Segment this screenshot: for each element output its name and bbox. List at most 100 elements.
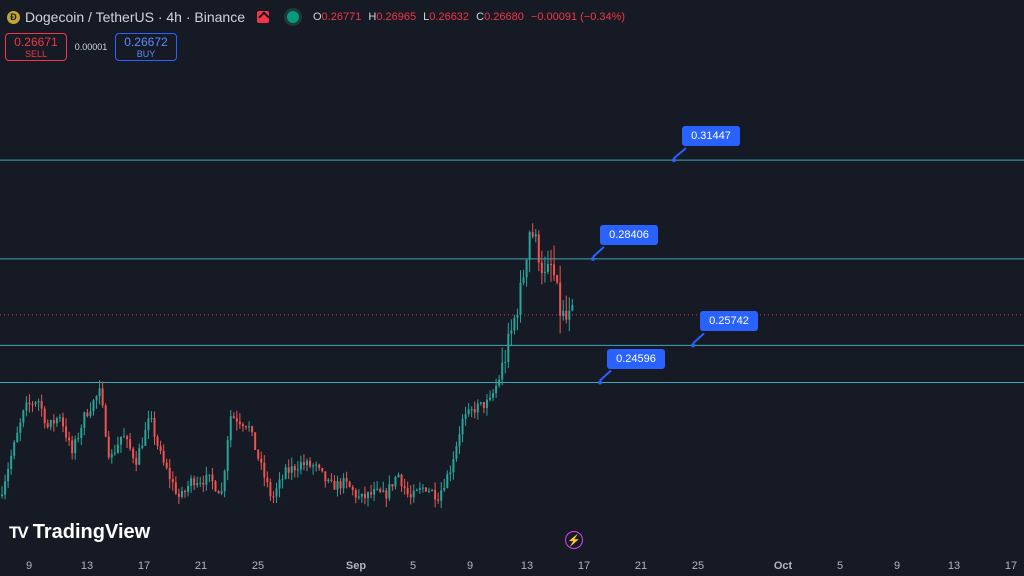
candle-body: [74, 439, 77, 454]
candle-body: [168, 467, 171, 480]
candle-body: [199, 482, 202, 484]
candle-body: [546, 264, 549, 272]
level-callout-pointer: [599, 369, 612, 382]
price-change: −0.00091 (−0.34%): [530, 11, 626, 23]
sell-button[interactable]: 0.26671 SELL: [5, 33, 67, 61]
candle-body: [147, 418, 150, 430]
candle-body: [89, 411, 92, 417]
candle-body: [238, 421, 241, 425]
candle-body: [257, 449, 260, 459]
candle-body: [357, 496, 360, 498]
candle-body: [306, 460, 308, 466]
candle-body: [62, 417, 64, 427]
candle-body: [345, 478, 348, 482]
candle-body: [373, 489, 376, 495]
candle-body: [19, 422, 22, 433]
candle-body: [446, 474, 449, 489]
candle-body: [141, 445, 144, 449]
candle-body: [431, 489, 434, 491]
candle-body: [241, 424, 244, 427]
candle-body: [16, 432, 19, 443]
candle-body: [153, 418, 156, 437]
candle-body: [98, 388, 101, 397]
candle-body: [254, 432, 257, 450]
candle-body: [214, 481, 217, 492]
x-axis-tick-label: 25: [251, 560, 265, 572]
x-axis-tick-label: 13: [80, 560, 94, 572]
candle-body: [473, 409, 476, 413]
candle-body: [479, 402, 482, 404]
ohlc-readout: O0.26771 H0.26965 L0.26632 C0.26680 −0.0…: [312, 11, 626, 23]
candle-body: [284, 467, 287, 479]
lightning-icon[interactable]: ⚡: [565, 531, 583, 549]
candle-body: [485, 399, 488, 408]
level-anchor-dot: [598, 380, 602, 385]
candle-body: [86, 412, 89, 417]
candle-body: [28, 402, 31, 405]
candle-body: [10, 455, 13, 470]
candle-body: [293, 466, 296, 471]
x-axis-tick-label: 25: [691, 560, 705, 572]
candle-body: [397, 474, 400, 478]
candle-body: [77, 437, 80, 440]
candle-body: [330, 479, 333, 481]
candle-body: [440, 490, 443, 501]
brand-name: TradingView: [32, 521, 151, 543]
candle-body: [376, 488, 379, 490]
x-axis-tick-label: 17: [577, 560, 591, 572]
candle-body: [540, 262, 543, 274]
spread-value: 0.00001: [74, 42, 108, 52]
candle-body: [31, 404, 34, 406]
candle-body: [568, 310, 571, 320]
candle-body: [367, 492, 369, 499]
symbol-title[interactable]: Dogecoin / TetherUS · 4h · Binance: [25, 9, 245, 25]
candle-body: [22, 410, 25, 423]
level-callout-pointer: [592, 246, 605, 258]
level-price-label[interactable]: 0.31447: [682, 126, 740, 147]
candle-body: [95, 396, 98, 401]
candle-body: [272, 496, 275, 498]
candle-body: [482, 402, 485, 408]
level-price-label[interactable]: 0.28406: [600, 224, 658, 245]
candle-body: [382, 490, 385, 492]
candle-body: [428, 490, 430, 492]
level-price-label[interactable]: 0.24596: [607, 348, 665, 369]
candle-body: [360, 493, 363, 497]
candle-body: [138, 448, 141, 465]
candle-body: [104, 405, 107, 437]
candle-body: [37, 401, 40, 403]
candle-body: [379, 488, 382, 492]
candle-body: [171, 479, 174, 483]
candle-body: [290, 466, 293, 473]
level-anchor-dot: [591, 256, 595, 261]
candle-body: [513, 317, 516, 331]
candle-body: [342, 478, 345, 489]
x-axis-tick-label: 5: [836, 560, 844, 572]
x-axis-tick-label: 9: [466, 560, 474, 572]
candle-body: [4, 481, 7, 495]
buy-button[interactable]: 0.26672 BUY: [115, 33, 177, 61]
candle-body: [248, 426, 251, 428]
candle-body: [287, 467, 290, 473]
level-anchor-dot: [672, 158, 676, 163]
candle-body: [476, 403, 479, 413]
trend-icon[interactable]: [256, 11, 269, 23]
candle-body: [348, 481, 351, 488]
candle-body: [187, 485, 190, 492]
candle-body: [71, 440, 74, 454]
candle-body: [501, 362, 504, 380]
level-price-label[interactable]: 0.25742: [700, 311, 758, 332]
market-status-icon[interactable]: [286, 11, 299, 23]
candle-body: [296, 469, 299, 471]
candle-body: [226, 440, 229, 472]
x-axis-tick-label: 17: [137, 560, 151, 572]
candle-body: [489, 397, 491, 400]
candle-body: [46, 423, 49, 428]
candle-body: [537, 234, 540, 263]
tradingview-logo-icon: TV: [9, 522, 29, 542]
candle-body: [409, 494, 412, 498]
candle-body: [55, 418, 58, 424]
candle-body: [403, 486, 406, 488]
candle-body: [302, 462, 305, 466]
